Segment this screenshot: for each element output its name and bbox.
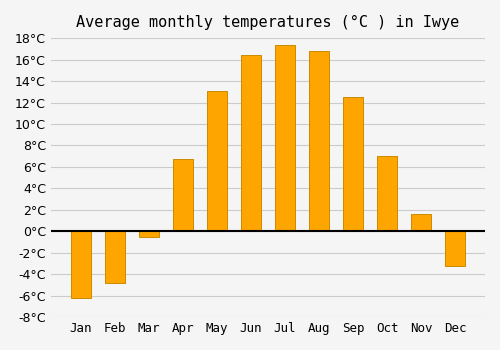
Bar	[309, 51, 329, 231]
Bar	[206, 91, 227, 231]
Bar	[274, 44, 295, 231]
Bar	[240, 55, 261, 231]
Bar	[343, 97, 363, 231]
Bar	[377, 156, 397, 231]
Title: Average monthly temperatures (°C ) in Iwye: Average monthly temperatures (°C ) in Iw…	[76, 15, 460, 30]
Bar	[104, 231, 125, 283]
Bar	[411, 214, 431, 231]
Bar	[70, 231, 91, 298]
Bar	[445, 231, 466, 266]
Bar	[138, 231, 159, 237]
Bar	[172, 159, 193, 231]
